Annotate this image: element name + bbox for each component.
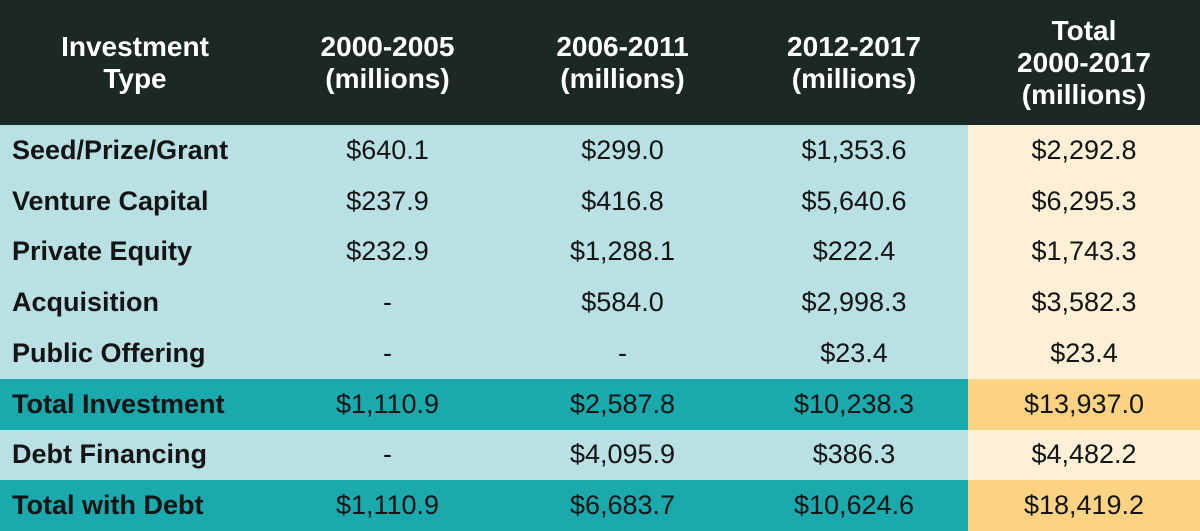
row-label: Private Equity: [0, 226, 270, 278]
value-cell: -: [270, 328, 505, 379]
column-header-line: (millions): [791, 62, 917, 94]
value-cell: $299.0: [505, 125, 740, 176]
value-cell: $1,288.1: [505, 226, 740, 278]
column-header-line: Type: [103, 62, 167, 94]
value-cell: $2,587.8: [505, 378, 740, 430]
value-cell: $6,683.7: [505, 480, 740, 531]
value-cell: $4,095.9: [505, 429, 740, 481]
value-cell: $584.0: [505, 277, 740, 328]
row-label: Total with Debt: [0, 480, 270, 531]
value-cell: $416.8: [505, 175, 740, 227]
table-row: Venture Capital $237.9 $416.8 $5,640.6 $6,29…: [0, 175, 1200, 227]
row-label: Total Investment: [0, 378, 270, 430]
column-header-line: 2006-2011: [556, 30, 689, 62]
value-cell: -: [505, 328, 740, 379]
value-cell: $237.9: [270, 175, 505, 227]
value-cell: $18,419.2: [968, 480, 1200, 531]
value-cell: $222.4: [740, 226, 968, 278]
column-header-line: 2000-2005: [320, 30, 455, 62]
value-cell: $1,743.3: [968, 226, 1200, 278]
column-header-1: 2000-2005 (millions): [270, 0, 505, 125]
row-label: Seed/Prize/Grant: [0, 125, 270, 176]
value-cell: $640.1: [270, 125, 505, 176]
column-header-0: Investment Type: [0, 0, 270, 125]
value-cell: $10,238.3: [740, 378, 968, 430]
total-row: Total with Debt $1,110.9 $6,683.7 $10,624.6…: [0, 480, 1200, 531]
value-cell: $2,998.3: [740, 277, 968, 328]
column-header-line: (millions): [1021, 78, 1147, 110]
value-cell: $232.9: [270, 226, 505, 278]
row-label: Public Offering: [0, 328, 270, 379]
total-row: Total Investment $1,110.9 $2,587.8 $10,238.…: [0, 378, 1200, 430]
table-row: Seed/Prize/Grant $640.1 $299.0 $1,353.6 $2,2…: [0, 125, 1200, 176]
column-header-3: 2012-2017 (millions): [740, 0, 968, 125]
header-row: Investment Type 2000-2005 (millions) 2006-20…: [0, 0, 1200, 125]
value-cell: $13,937.0: [968, 378, 1200, 430]
column-header-line: Investment: [61, 30, 209, 62]
column-header-2: 2006-2011 (millions): [505, 0, 740, 125]
value-cell: $6,295.3: [968, 175, 1200, 227]
column-header-line: (millions): [560, 62, 685, 94]
value-cell: $10,624.6: [740, 480, 968, 531]
row-label: Debt Financing: [0, 429, 270, 481]
value-cell: -: [270, 429, 505, 481]
column-header-line: 2000-2017: [1017, 46, 1151, 78]
table-row: Private Equity $232.9 $1,288.1 $222.4 $1,743…: [0, 226, 1200, 278]
row-label: Venture Capital: [0, 175, 270, 227]
column-header-4: Total 2000-2017 (millions): [968, 0, 1200, 125]
table-row: Debt Financing - $4,095.9 $386.3 $4,482.2: [0, 429, 1200, 481]
value-cell: -: [270, 277, 505, 328]
column-header-line: (millions): [325, 62, 450, 94]
value-cell: $5,640.6: [740, 175, 968, 227]
table-body: Seed/Prize/Grant $640.1 $299.0 $1,353.6 $2,2…: [0, 125, 1200, 531]
value-cell: $1,110.9: [270, 378, 505, 430]
value-cell: $23.4: [740, 328, 968, 379]
value-cell: $2,292.8: [968, 125, 1200, 176]
table-row: Acquisition - $584.0 $2,998.3 $3,582.3: [0, 277, 1200, 328]
value-cell: $23.4: [968, 328, 1200, 379]
column-header-line: Total: [1051, 14, 1117, 46]
value-cell: $4,482.2: [968, 429, 1200, 481]
value-cell: $1,110.9: [270, 480, 505, 531]
column-header-line: 2012-2017: [787, 30, 921, 62]
value-cell: $1,353.6: [740, 125, 968, 176]
value-cell: $386.3: [740, 429, 968, 481]
row-label: Acquisition: [0, 277, 270, 328]
value-cell: $3,582.3: [968, 277, 1200, 328]
table-row: Public Offering - - $23.4 $23.4: [0, 328, 1200, 379]
